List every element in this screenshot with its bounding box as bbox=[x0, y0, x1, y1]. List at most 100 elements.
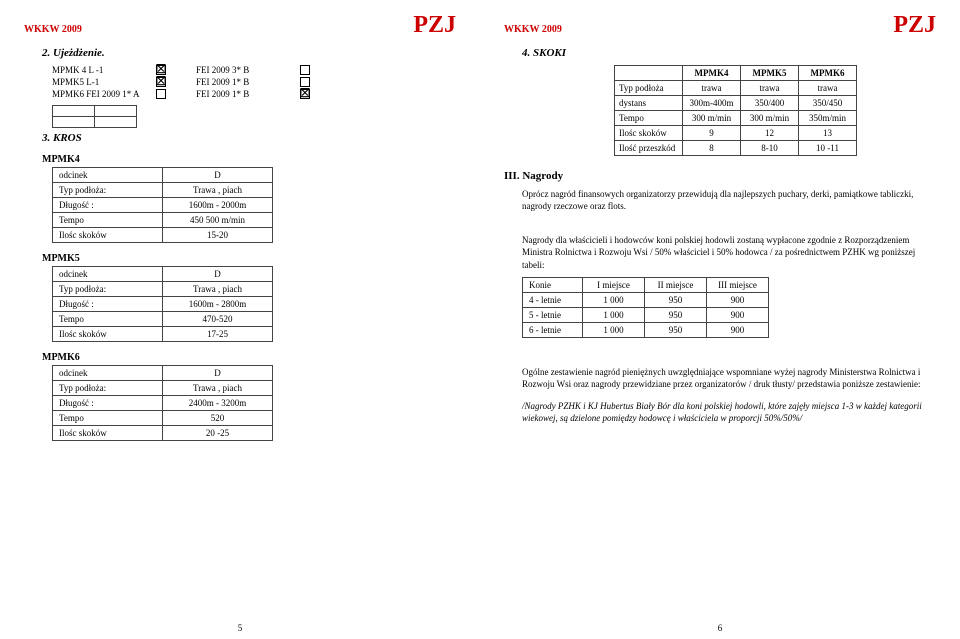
checkbox-icon: ⊠ bbox=[300, 89, 310, 99]
table-row: KonieI miejsceII miejsceIII miejsce bbox=[523, 277, 769, 292]
table-row: Długość :1600m - 2800m bbox=[53, 297, 273, 312]
table-row: 4 - letnie1 000950900 bbox=[523, 292, 769, 307]
table-cell: 5 - letnie bbox=[523, 307, 583, 322]
table-cell: 900 bbox=[707, 292, 769, 307]
table-cell: MPMK6 bbox=[799, 66, 857, 81]
table-cell: D bbox=[163, 267, 273, 282]
table-cell: 1600m - 2800m bbox=[163, 297, 273, 312]
para-3: Ogólne zestawienie nagród pieniężnych uw… bbox=[522, 366, 936, 390]
table-cell: 4 - letnie bbox=[523, 292, 583, 307]
checkbox-block: MPMK 4 L -1⊠MPMK5 L-1⊠MPMK6 FEI 2009 1* … bbox=[52, 65, 456, 101]
skoki-table: MPMK4MPMK5MPMK6Typ podłożatrawatrawatraw… bbox=[614, 65, 857, 156]
table-cell: D bbox=[163, 168, 273, 183]
checkbox-line: FEI 2009 1* B bbox=[196, 77, 310, 87]
table-cell: Konie bbox=[523, 277, 583, 292]
label-mpmk5: MPMK5 bbox=[42, 253, 456, 264]
table-cell: 17-25 bbox=[163, 327, 273, 342]
page-number-left: 5 bbox=[238, 623, 243, 633]
table-cell: trawa bbox=[683, 81, 741, 96]
table-row: 6 - letnie1 000950900 bbox=[523, 322, 769, 337]
table-row: MPMK4MPMK5MPMK6 bbox=[615, 66, 857, 81]
label-mpmk6: MPMK6 bbox=[42, 352, 456, 363]
checkbox-icon bbox=[300, 65, 310, 75]
table-row: Tempo520 bbox=[53, 411, 273, 426]
table-cell: 1 000 bbox=[583, 292, 645, 307]
table-cell: Trawa , piach bbox=[163, 282, 273, 297]
table-cell: I miejsce bbox=[583, 277, 645, 292]
checkbox-label: MPMK6 FEI 2009 1* A bbox=[52, 89, 152, 99]
checkbox-line: MPMK5 L-1⊠ bbox=[52, 77, 166, 87]
table-cell: odcinek bbox=[53, 366, 163, 381]
table-cell: 1 000 bbox=[583, 322, 645, 337]
table-cell: 900 bbox=[707, 307, 769, 322]
table-row: Ilośc skoków91213 bbox=[615, 126, 857, 141]
checkbox-label: FEI 2009 3* B bbox=[196, 65, 296, 75]
checkbox-line: MPMK6 FEI 2009 1* A bbox=[52, 89, 166, 99]
table-cell: 2400m - 3200m bbox=[163, 396, 273, 411]
table-row: Tempo470-520 bbox=[53, 312, 273, 327]
section-3-title: 3. KROS bbox=[42, 132, 456, 144]
table-cell: Typ podłoża: bbox=[53, 183, 163, 198]
table-cell: 15-20 bbox=[163, 228, 273, 243]
table-row: Długość :1600m - 2000m bbox=[53, 198, 273, 213]
table-cell: Trawa , piach bbox=[163, 183, 273, 198]
checkbox-line: FEI 2009 3* B bbox=[196, 65, 310, 75]
section-iii-title: III. Nagrody bbox=[504, 170, 936, 182]
table-row: odcinekD bbox=[53, 366, 273, 381]
table-cell: Ilośc skoków bbox=[53, 327, 163, 342]
prize-table: KonieI miejsceII miejsceIII miejsce4 - l… bbox=[522, 277, 769, 338]
table-row: odcinekD bbox=[53, 267, 273, 282]
checkbox-icon bbox=[156, 89, 166, 99]
table-cell: Tempo bbox=[53, 213, 163, 228]
header-right: PZJ bbox=[893, 12, 936, 39]
table-cell: Tempo bbox=[53, 312, 163, 327]
table-cell: 1600m - 2000m bbox=[163, 198, 273, 213]
table-row: Typ podłożatrawatrawatrawa bbox=[615, 81, 857, 96]
table-cell: 950 bbox=[645, 292, 707, 307]
table-cell: Długość : bbox=[53, 198, 163, 213]
table-cell: Ilość przeszkód bbox=[615, 141, 683, 156]
header-left: WKKW 2009 bbox=[24, 24, 82, 35]
table-cell: Ilośc skoków bbox=[53, 426, 163, 441]
table-cell: 12 bbox=[741, 126, 799, 141]
table-cell: odcinek bbox=[53, 168, 163, 183]
mini-empty-table bbox=[52, 105, 137, 128]
table-row: Typ podłoża:Trawa , piach bbox=[53, 282, 273, 297]
table-cell: Długość : bbox=[53, 396, 163, 411]
table-cell: II miejsce bbox=[645, 277, 707, 292]
table-row: 5 - letnie1 000950900 bbox=[523, 307, 769, 322]
table-cell: Tempo bbox=[53, 411, 163, 426]
section-4-title: 4. SKOKI bbox=[522, 47, 936, 59]
table-cell: 10 -11 bbox=[799, 141, 857, 156]
header-right: PZJ bbox=[413, 12, 456, 39]
para-4: /Nagrody PZHK i KJ Hubertus Biały Bór dl… bbox=[522, 400, 936, 424]
table-cell: 300 m/min bbox=[683, 111, 741, 126]
table-cell: 350m/min bbox=[799, 111, 857, 126]
table-mpmk4: odcinekDTyp podłoża:Trawa , piachDługość… bbox=[52, 167, 273, 243]
page-number-right: 6 bbox=[718, 623, 723, 633]
table-row: Ilość przeszkód88-1010 -11 bbox=[615, 141, 857, 156]
table-cell: MPMK4 bbox=[683, 66, 741, 81]
label-mpmk4: MPMK4 bbox=[42, 154, 456, 165]
table-cell bbox=[615, 66, 683, 81]
table-cell: 900 bbox=[707, 322, 769, 337]
table-mpmk5: odcinekDTyp podłoża:Trawa , piachDługość… bbox=[52, 266, 273, 342]
table-cell: Typ podłoża: bbox=[53, 381, 163, 396]
checkbox-label: FEI 2009 1* B bbox=[196, 77, 296, 87]
checkbox-label: FEI 2009 1* B bbox=[196, 89, 296, 99]
table-cell: 450 500 m/min bbox=[163, 213, 273, 228]
table-cell: 950 bbox=[645, 307, 707, 322]
table-cell: trawa bbox=[799, 81, 857, 96]
table-cell: 350/400 bbox=[741, 96, 799, 111]
para-2: Nagrody dla właścicieli i hodowców koni … bbox=[522, 234, 936, 270]
table-cell: Ilośc skoków bbox=[615, 126, 683, 141]
table-cell: Ilośc skoków bbox=[53, 228, 163, 243]
table-row: Ilośc skoków15-20 bbox=[53, 228, 273, 243]
table-cell: MPMK5 bbox=[741, 66, 799, 81]
table-cell: 1 000 bbox=[583, 307, 645, 322]
table-cell: 350/450 bbox=[799, 96, 857, 111]
checkbox-icon: ⊠ bbox=[156, 77, 166, 87]
section-2-title: 2. Ujeżdżenie. bbox=[42, 47, 456, 59]
table-cell: Tempo bbox=[615, 111, 683, 126]
table-cell: 950 bbox=[645, 322, 707, 337]
